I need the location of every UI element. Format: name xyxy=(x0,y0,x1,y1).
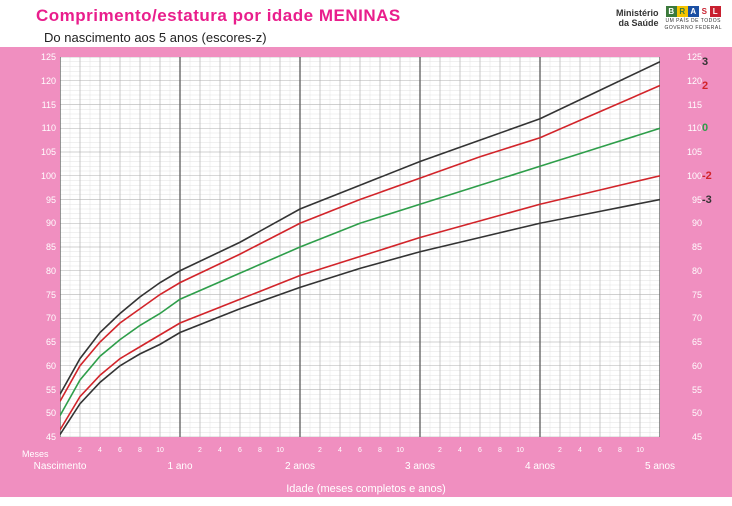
month-tick-label: 6 xyxy=(358,447,362,454)
y-tick-label: 100 xyxy=(41,171,56,181)
month-tick-label: 10 xyxy=(636,447,644,454)
y-tick-label: 70 xyxy=(46,313,56,323)
title-block: Comprimento/estatura por idade MENINAS D… xyxy=(36,6,401,45)
brasil-letter: L xyxy=(710,6,721,17)
month-tick-label: 10 xyxy=(156,447,164,454)
ministry-line2: da Saúde xyxy=(616,19,659,29)
y-tick-label: 120 xyxy=(687,76,702,86)
meses-label: Meses xyxy=(22,449,49,459)
z-label: 0 xyxy=(702,122,708,134)
page: Comprimento/estatura por idade MENINAS D… xyxy=(0,0,732,497)
z-label: 3 xyxy=(702,56,708,68)
month-tick-label: 4 xyxy=(338,447,342,454)
brasil-letter: B xyxy=(666,6,677,17)
y-tick-label: 90 xyxy=(46,218,56,228)
ministry-logo: Ministério da Saúde xyxy=(616,9,659,29)
y-tick-label: 110 xyxy=(688,123,702,133)
page-subtitle: Do nascimento aos 5 anos (escores-z) xyxy=(44,30,401,45)
x-axis-label: Idade (meses completos e anos) xyxy=(286,483,446,495)
y-tick-label: 45 xyxy=(46,432,56,442)
z-score-labels: 3 2 0 -2 -3 xyxy=(702,57,724,437)
y-tick-label: 75 xyxy=(46,290,56,300)
month-tick-label: 10 xyxy=(396,447,404,454)
month-tick-label: 4 xyxy=(218,447,222,454)
month-tick-label: 2 xyxy=(558,447,562,454)
y-tick-label: 95 xyxy=(46,195,56,205)
page-title: Comprimento/estatura por idade MENINAS xyxy=(36,6,401,26)
year-label: 4 anos xyxy=(525,461,555,472)
month-tick-label: 8 xyxy=(378,447,382,454)
z-label: -3 xyxy=(702,194,712,206)
z-label: -2 xyxy=(702,170,712,182)
y-tick-label: 45 xyxy=(692,432,702,442)
month-tick-label: 2 xyxy=(78,447,82,454)
brasil-letter: R xyxy=(677,6,688,17)
year-labels: Nascimento1 ano2 anos3 anos4 anos5 anos xyxy=(60,461,660,475)
y-tick-label: 115 xyxy=(42,100,56,110)
month-tick-label: 8 xyxy=(138,447,142,454)
y-tick-label: 105 xyxy=(687,147,702,157)
y-tick-label: 125 xyxy=(41,52,56,62)
brasil-tagline: UM PAÍS DE TODOS xyxy=(665,18,721,24)
month-tick-label: 10 xyxy=(276,447,284,454)
brasil-letter: A xyxy=(688,6,699,17)
y-tick-label: 55 xyxy=(692,385,702,395)
month-tick-label: 6 xyxy=(238,447,242,454)
header: Comprimento/estatura por idade MENINAS D… xyxy=(0,0,732,47)
y-tick-label: 65 xyxy=(692,337,702,347)
month-tick-label: 2 xyxy=(438,447,442,454)
month-tick-label: 8 xyxy=(258,447,262,454)
month-tick-labels: 2 4 6 8 10 2 4 6 8 10 2 4 6 8 10 2 4 6 8 10 2 4 6 8 10 xyxy=(60,447,660,457)
y-tick-label: 50 xyxy=(692,408,702,418)
chart-svg xyxy=(60,57,660,437)
y-tick-label: 50 xyxy=(46,408,56,418)
y-tick-label: 80 xyxy=(46,266,56,276)
month-tick-label: 6 xyxy=(118,447,122,454)
y-tick-label: 90 xyxy=(692,218,702,228)
brasil-letters: BRASL xyxy=(666,6,721,17)
y-tick-label: 85 xyxy=(46,242,56,252)
month-tick-label: 10 xyxy=(516,447,524,454)
month-tick-label: 8 xyxy=(618,447,622,454)
year-label: 2 anos xyxy=(285,461,315,472)
y-tick-label: 75 xyxy=(692,290,702,300)
y-tick-label: 80 xyxy=(692,266,702,276)
y-tick-label: 125 xyxy=(687,52,702,62)
y-tick-label: 110 xyxy=(42,123,56,133)
year-label: 3 anos xyxy=(405,461,435,472)
month-tick-label: 4 xyxy=(98,447,102,454)
y-tick-label: 60 xyxy=(46,361,56,371)
plot-area xyxy=(60,57,660,437)
gov-line: GOVERNO FEDERAL xyxy=(664,25,722,31)
y-tick-label: 120 xyxy=(41,76,56,86)
y-axis-ticks-right: 4550556065707580859095100105110115120125 xyxy=(682,57,702,437)
month-tick-label: 6 xyxy=(478,447,482,454)
y-tick-label: 95 xyxy=(692,195,702,205)
month-tick-label: 4 xyxy=(578,447,582,454)
y-tick-label: 60 xyxy=(692,361,702,371)
y-tick-label: 55 xyxy=(46,385,56,395)
z-label: 2 xyxy=(702,80,708,92)
brasil-logo: BRASL UM PAÍS DE TODOS GOVERNO FEDERAL xyxy=(664,6,722,31)
year-label: Nascimento xyxy=(34,461,87,472)
y-tick-label: 85 xyxy=(692,242,702,252)
y-tick-label: 70 xyxy=(692,313,702,323)
year-label: 1 ano xyxy=(167,461,192,472)
y-axis-ticks-left: 4550556065707580859095100105110115120125 xyxy=(36,57,58,437)
month-tick-label: 2 xyxy=(198,447,202,454)
y-tick-label: 105 xyxy=(41,147,56,157)
y-tick-label: 100 xyxy=(687,171,702,181)
brasil-letter: S xyxy=(699,6,710,17)
y-tick-label: 115 xyxy=(688,100,702,110)
y-tick-label: 65 xyxy=(46,337,56,347)
month-tick-label: 2 xyxy=(318,447,322,454)
month-tick-label: 6 xyxy=(598,447,602,454)
month-tick-label: 8 xyxy=(498,447,502,454)
year-label: 5 anos xyxy=(645,461,675,472)
month-tick-label: 4 xyxy=(458,447,462,454)
logo-block: Ministério da Saúde BRASL UM PAÍS DE TOD… xyxy=(616,6,722,31)
chart-zone: Comprimento/estatura (cm) 45505560657075… xyxy=(0,47,732,497)
